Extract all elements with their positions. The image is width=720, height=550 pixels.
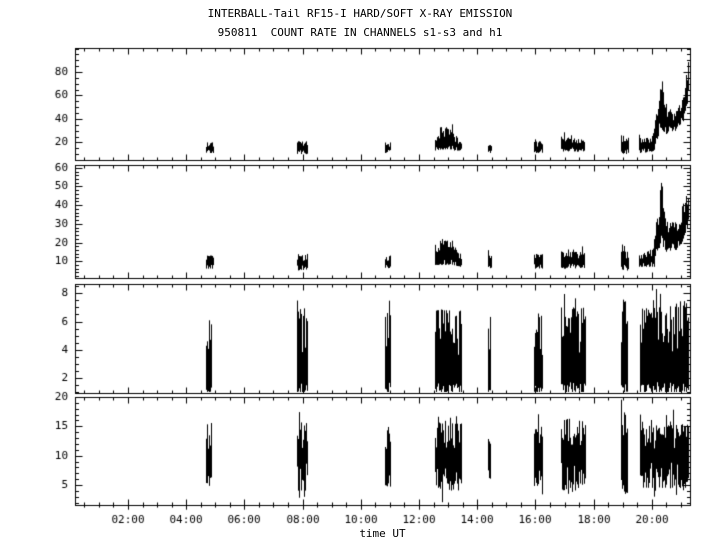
page-title: INTERBALL-Tail RF15-I HARD/SOFT X-RAY EM…	[207, 7, 513, 20]
page-subtitle: 950811 COUNT RATE IN CHANNELS s1-s3 and …	[217, 26, 503, 39]
x-axis-label: time UT	[359, 527, 406, 540]
